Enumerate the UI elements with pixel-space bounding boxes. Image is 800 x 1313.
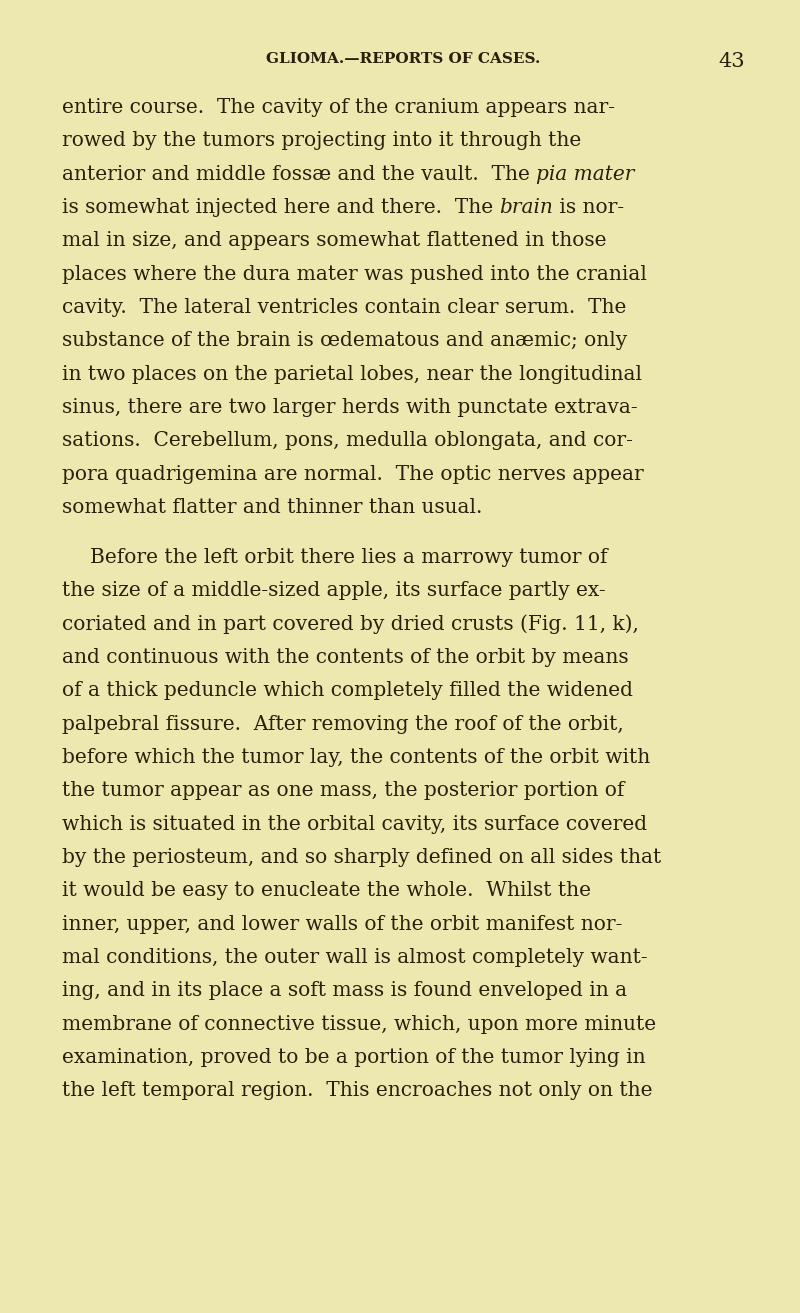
- Text: it would be easy to enucleate the whole.  Whilst the: it would be easy to enucleate the whole.…: [62, 881, 591, 901]
- Text: coriated and in part covered by dried crusts (Fig. 11, k),: coriated and in part covered by dried cr…: [62, 614, 639, 634]
- Text: pia mater: pia mater: [536, 164, 634, 184]
- Text: Before the left orbit there lies a marrowy tumor of: Before the left orbit there lies a marro…: [90, 548, 607, 567]
- Text: entire course.  The cavity of the cranium appears nar-: entire course. The cavity of the cranium…: [62, 98, 615, 117]
- Text: membrane of connective tissue, which, upon more minute: membrane of connective tissue, which, up…: [62, 1015, 656, 1033]
- Text: the left temporal region.  This encroaches not only on the: the left temporal region. This encroache…: [62, 1082, 653, 1100]
- Text: is somewhat injected here and there.  The: is somewhat injected here and there. The: [62, 198, 499, 217]
- Text: places where the dura mater was pushed into the cranial: places where the dura mater was pushed i…: [62, 265, 647, 284]
- Text: substance of the brain is œdematous and anæmic; only: substance of the brain is œdematous and …: [62, 331, 627, 351]
- Text: mal conditions, the outer wall is almost completely want-: mal conditions, the outer wall is almost…: [62, 948, 648, 966]
- Text: rowed by the tumors projecting into it through the: rowed by the tumors projecting into it t…: [62, 131, 582, 150]
- Text: somewhat flatter and thinner than usual.: somewhat flatter and thinner than usual.: [62, 498, 482, 517]
- Text: sinus, there are two larger herds with punctate extrava-: sinus, there are two larger herds with p…: [62, 398, 638, 418]
- Text: examination, proved to be a portion of the tumor lying in: examination, proved to be a portion of t…: [62, 1048, 646, 1067]
- Text: the tumor appear as one mass, the posterior portion of: the tumor appear as one mass, the poster…: [62, 781, 624, 801]
- Text: mal in size, and appears somewhat flattened in those: mal in size, and appears somewhat flatte…: [62, 231, 606, 251]
- Text: by the periosteum, and so sharply defined on all sides that: by the periosteum, and so sharply define…: [62, 848, 662, 867]
- Text: which is situated in the orbital cavity, its surface covered: which is situated in the orbital cavity,…: [62, 814, 647, 834]
- Text: is nor-: is nor-: [554, 198, 625, 217]
- Text: and continuous with the contents of the orbit by means: and continuous with the contents of the …: [62, 649, 629, 667]
- Text: in two places on the parietal lobes, near the longitudinal: in two places on the parietal lobes, nea…: [62, 365, 642, 383]
- Text: sations.  Cerebellum, pons, medulla oblongata, and cor-: sations. Cerebellum, pons, medulla oblon…: [62, 432, 633, 450]
- Text: pora quadrigemina are normal.  The optic nerves appear: pora quadrigemina are normal. The optic …: [62, 465, 644, 483]
- Text: anterior and middle fossæ and the vault.  The: anterior and middle fossæ and the vault.…: [62, 164, 536, 184]
- Text: before which the tumor lay, the contents of the orbit with: before which the tumor lay, the contents…: [62, 748, 650, 767]
- Text: palpebral fissure.  After removing the roof of the orbit,: palpebral fissure. After removing the ro…: [62, 714, 624, 734]
- Text: GLIOMA.—REPORTS OF CASES.: GLIOMA.—REPORTS OF CASES.: [266, 53, 541, 66]
- Text: inner, upper, and lower walls of the orbit manifest nor-: inner, upper, and lower walls of the orb…: [62, 915, 622, 934]
- Text: of a thick peduncle which completely filled the widened: of a thick peduncle which completely fil…: [62, 681, 633, 700]
- Text: ing, and in its place a soft mass is found enveloped in a: ing, and in its place a soft mass is fou…: [62, 981, 627, 1001]
- Text: the size of a middle-sized apple, its surface partly ex-: the size of a middle-sized apple, its su…: [62, 582, 606, 600]
- Text: brain: brain: [499, 198, 554, 217]
- Text: cavity.  The lateral ventricles contain clear serum.  The: cavity. The lateral ventricles contain c…: [62, 298, 626, 316]
- Text: 43: 43: [718, 53, 745, 71]
